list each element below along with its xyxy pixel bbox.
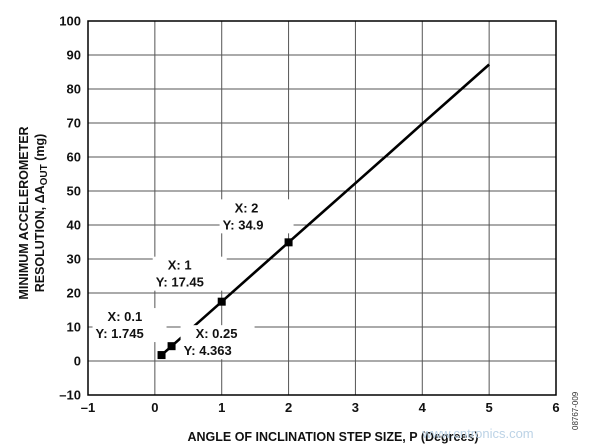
x-tick-label: 6 xyxy=(552,400,559,415)
y-tick-label: 20 xyxy=(67,286,81,301)
annotation-y-label: Y: 17.45 xyxy=(156,275,204,290)
data-marker xyxy=(167,342,176,351)
annotation-x-label: X: 0.1 xyxy=(108,309,143,324)
y-tick-label: 90 xyxy=(67,48,81,63)
y-tick-labels: –10 0 10 20 30 40 50 60 70 80 90 100 xyxy=(59,14,81,403)
y-tick-label: 70 xyxy=(67,116,81,131)
x-tick-label: 0 xyxy=(151,400,158,415)
y-tick-label: 40 xyxy=(67,218,81,233)
annotation-box xyxy=(92,308,167,343)
plot-frame xyxy=(87,20,557,396)
data-marker xyxy=(217,297,226,306)
series-line xyxy=(160,63,491,357)
y-tick-label: 10 xyxy=(67,320,81,335)
x-tick-label: 2 xyxy=(285,400,292,415)
annotation-x-label: X: 1 xyxy=(168,258,192,273)
y-axis-title-line2: RESOLUTION, ΔAOUT (mg) xyxy=(33,134,50,293)
x-axis-title: ANGLE OF INCLINATION STEP SIZE, P (Degre… xyxy=(187,430,478,444)
annotation-x-label: X: 0.25 xyxy=(196,326,238,341)
data-annotation: X: 1 Y: 17.45 xyxy=(152,256,227,291)
annotation-box xyxy=(180,325,255,360)
x-tick-labels: –1 0 1 2 3 4 5 6 xyxy=(81,400,560,415)
data-marker xyxy=(157,351,166,360)
figure-id: 08767-009 xyxy=(571,391,580,430)
marker-layer xyxy=(157,238,293,360)
annotation-y-label: Y: 4.363 xyxy=(184,343,232,358)
x-tick-label: 1 xyxy=(218,400,225,415)
annotation-y-label: Y: 1.745 xyxy=(96,326,144,341)
x-tick-label: 3 xyxy=(352,400,359,415)
y-tick-label: 50 xyxy=(67,184,81,199)
x-tick-label: 5 xyxy=(486,400,493,415)
x-tick-label: 4 xyxy=(419,400,427,415)
annotation-box xyxy=(152,256,227,291)
watermark: www.cntronics.com xyxy=(421,426,533,441)
y-axis-title-main: RESOLUTION, ΔA xyxy=(33,185,47,292)
annotation-layer: X: 0.1 Y: 1.745 X: 0.25 Y: 4.363 X: 1 Y: 17.4… xyxy=(92,199,294,360)
annotation-x-label: X: 2 xyxy=(235,200,259,215)
y-tick-label: 80 xyxy=(67,82,81,97)
x-tick-label: –1 xyxy=(81,400,95,415)
data-annotation: X: 0.1 Y: 1.745 xyxy=(92,308,167,343)
data-annotation: X: 0.25 Y: 4.363 xyxy=(180,325,255,360)
y-tick-label: 0 xyxy=(74,354,81,369)
data-annotation: X: 2 Y: 34.9 xyxy=(219,199,294,234)
y-tick-label: –10 xyxy=(59,388,81,403)
data-marker xyxy=(284,238,293,247)
annotation-y-label: Y: 34.9 xyxy=(223,217,264,232)
y-tick-label: 60 xyxy=(67,150,81,165)
y-axis-title-line1: MINIMUM ACCELEROMETER xyxy=(17,126,31,299)
y-tick-label: 30 xyxy=(67,252,81,267)
y-axis-title-subscript: OUT xyxy=(39,164,50,185)
y-tick-label: 100 xyxy=(59,14,81,29)
y-axis-title-unit: (mg) xyxy=(33,134,47,165)
annotation-box xyxy=(219,199,294,234)
series-layer xyxy=(160,63,491,357)
